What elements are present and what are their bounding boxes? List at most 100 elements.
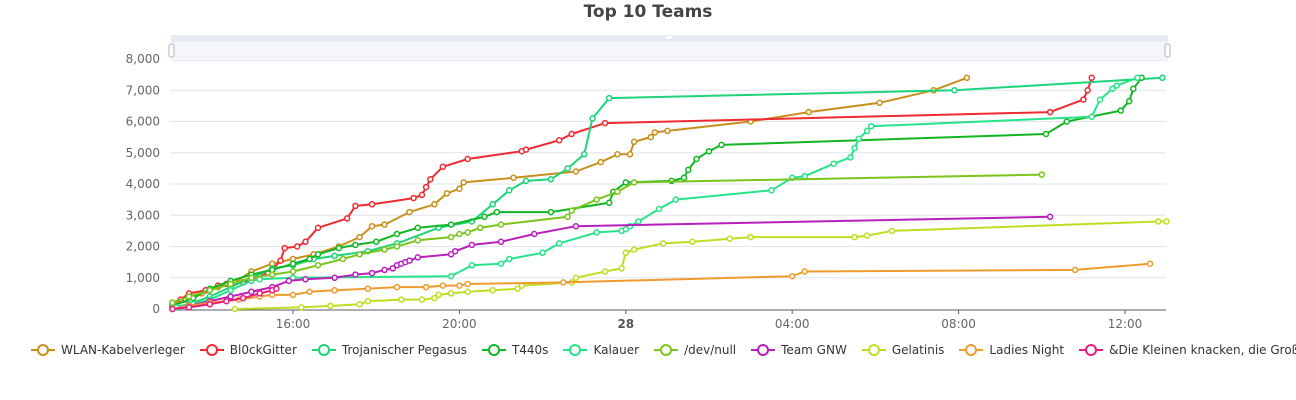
- data-point[interactable]: [830, 160, 838, 167]
- data-point[interactable]: [206, 287, 214, 294]
- data-point[interactable]: [335, 244, 343, 252]
- series-t440s[interactable]: [169, 74, 1145, 310]
- data-point[interactable]: [867, 122, 875, 130]
- data-point[interactable]: [414, 254, 422, 261]
- data-point[interactable]: [248, 288, 255, 296]
- data-point[interactable]: [302, 276, 309, 283]
- data-point[interactable]: [447, 221, 455, 228]
- data-point[interactable]: [805, 108, 813, 116]
- data-point[interactable]: [460, 179, 467, 186]
- data-point[interactable]: [447, 272, 455, 280]
- data-point[interactable]: [614, 188, 621, 196]
- data-point[interactable]: [1046, 213, 1054, 221]
- data-point[interactable]: [422, 283, 430, 291]
- data-point[interactable]: [327, 302, 334, 310]
- data-point[interactable]: [539, 249, 546, 257]
- data-point[interactable]: [206, 301, 214, 308]
- data-point[interactable]: [1130, 85, 1137, 92]
- data-point[interactable]: [185, 304, 193, 311]
- data-point[interactable]: [447, 251, 455, 258]
- data-point[interactable]: [951, 87, 958, 94]
- legend-item[interactable]: WLAN-Kabelverleger: [30, 343, 185, 357]
- data-point[interactable]: [447, 290, 455, 297]
- data-point[interactable]: [393, 243, 401, 250]
- data-point[interactable]: [352, 241, 359, 249]
- data-point[interactable]: [352, 202, 359, 210]
- data-point[interactable]: [331, 252, 338, 260]
- range-slider-grip-icon[interactable]: [666, 36, 672, 39]
- data-point[interactable]: [185, 293, 193, 300]
- data-point[interactable]: [464, 288, 471, 296]
- data-point[interactable]: [718, 141, 725, 149]
- data-point[interactable]: [863, 232, 871, 239]
- data-point[interactable]: [605, 199, 613, 207]
- data-point[interactable]: [568, 207, 575, 214]
- data-point[interactable]: [572, 168, 580, 175]
- data-point[interactable]: [223, 297, 230, 305]
- data-point[interactable]: [352, 271, 359, 278]
- data-point[interactable]: [568, 130, 575, 138]
- series-dev-null[interactable]: [169, 171, 1046, 307]
- data-point[interactable]: [476, 224, 484, 232]
- range-slider[interactable]: [168, 35, 1171, 61]
- data-point[interactable]: [343, 215, 351, 222]
- data-point[interactable]: [601, 119, 609, 127]
- data-point[interactable]: [589, 115, 596, 122]
- data-point[interactable]: [314, 262, 322, 269]
- data-point[interactable]: [456, 230, 463, 238]
- data-point[interactable]: [397, 296, 405, 303]
- data-point[interactable]: [635, 218, 642, 225]
- data-point[interactable]: [622, 179, 630, 186]
- data-point[interactable]: [431, 294, 438, 302]
- range-slider-left-handle[interactable]: [168, 43, 175, 58]
- data-point[interactable]: [747, 233, 754, 241]
- data-point[interactable]: [331, 287, 338, 294]
- data-point[interactable]: [580, 151, 588, 158]
- data-point[interactable]: [801, 172, 808, 180]
- data-point[interactable]: [522, 146, 530, 153]
- data-point[interactable]: [489, 287, 496, 294]
- data-point[interactable]: [564, 213, 571, 221]
- legend-item[interactable]: Bl0ckGitter: [199, 343, 297, 357]
- data-point[interactable]: [227, 280, 234, 288]
- data-point[interactable]: [381, 221, 388, 228]
- data-point[interactable]: [285, 277, 293, 285]
- data-point[interactable]: [664, 127, 671, 135]
- data-point[interactable]: [876, 99, 883, 107]
- data-point[interactable]: [1146, 260, 1154, 267]
- data-point[interactable]: [614, 151, 621, 158]
- data-point[interactable]: [389, 265, 397, 272]
- data-point[interactable]: [768, 187, 775, 194]
- data-point[interactable]: [497, 238, 505, 246]
- data-point[interactable]: [451, 247, 459, 255]
- data-point[interactable]: [659, 240, 667, 247]
- data-point[interactable]: [572, 274, 580, 282]
- data-point[interactable]: [680, 174, 688, 182]
- data-point[interactable]: [847, 154, 854, 161]
- data-point[interactable]: [248, 274, 255, 282]
- data-point[interactable]: [597, 158, 605, 166]
- data-point[interactable]: [855, 135, 863, 142]
- data-point[interactable]: [564, 165, 571, 172]
- data-point[interactable]: [497, 260, 505, 267]
- data-point[interactable]: [1071, 266, 1079, 274]
- series-team-gnw[interactable]: [169, 213, 1054, 313]
- data-point[interactable]: [289, 268, 297, 275]
- data-point[interactable]: [443, 190, 451, 197]
- data-point[interactable]: [227, 293, 234, 300]
- legend-item[interactable]: &Die Kleinen knacken, die Großen hacken: [1078, 343, 1296, 357]
- data-point[interactable]: [572, 222, 580, 230]
- data-point[interactable]: [277, 257, 284, 264]
- data-point[interactable]: [547, 208, 555, 216]
- data-point[interactable]: [514, 285, 521, 292]
- data-point[interactable]: [601, 268, 609, 275]
- data-point[interactable]: [268, 271, 276, 278]
- legend-item[interactable]: Gelatinis: [861, 343, 944, 357]
- data-point[interactable]: [1080, 96, 1087, 103]
- data-point[interactable]: [655, 205, 663, 213]
- data-point[interactable]: [368, 201, 376, 208]
- data-point[interactable]: [231, 305, 239, 313]
- data-point[interactable]: [227, 287, 234, 294]
- data-point[interactable]: [555, 240, 563, 247]
- data-point[interactable]: [963, 74, 971, 82]
